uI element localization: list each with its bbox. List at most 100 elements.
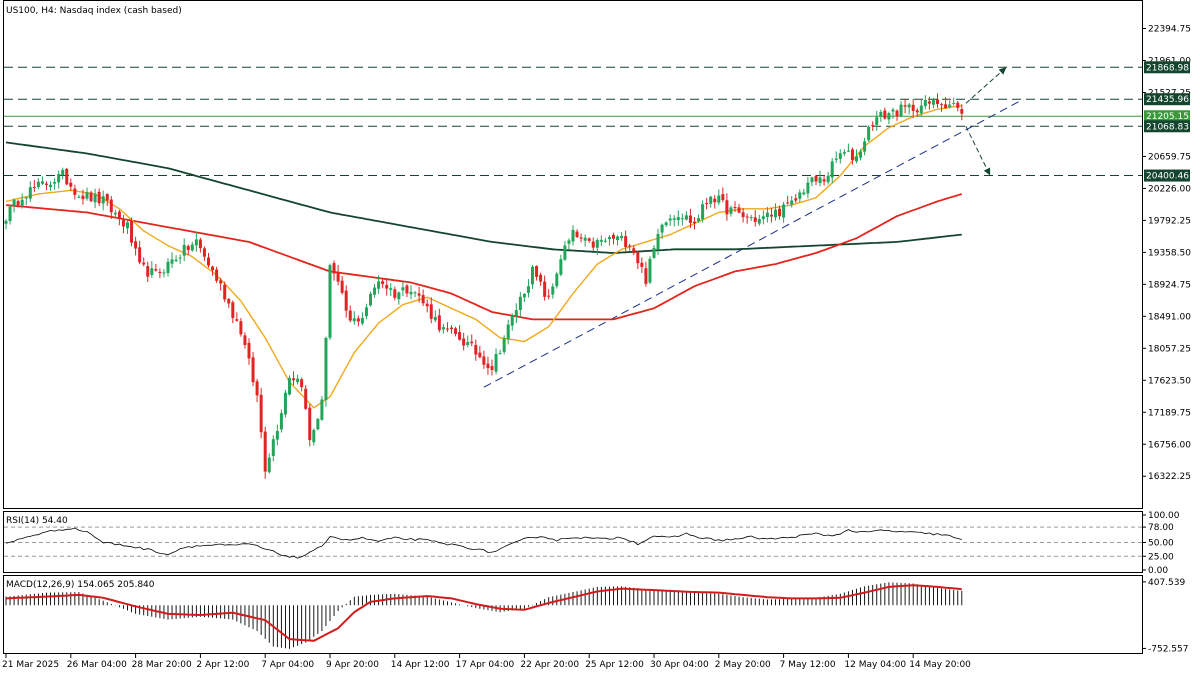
candle-body (348, 310, 352, 321)
candle-body (919, 105, 923, 114)
candle-body (454, 328, 458, 334)
level-label: 21068.83 (1146, 122, 1189, 132)
macd-signal-line (5, 584, 962, 642)
candle-body (680, 218, 684, 220)
candle-body (166, 261, 170, 273)
candle-body (587, 238, 591, 241)
candle-body (632, 248, 636, 254)
candle-body (944, 104, 948, 108)
candle-body (607, 236, 611, 240)
candle-body (822, 179, 826, 182)
candle-body (936, 99, 939, 104)
time-tick-label: 30 Apr 04:00 (650, 660, 709, 670)
candle-body (761, 216, 765, 220)
candle-body (672, 218, 676, 220)
time-tick-label: 21 Mar 2025 (2, 660, 59, 670)
macd-tick-label: -752.557 (1148, 644, 1188, 654)
rsi-tick-label: 100.00 (1148, 511, 1180, 521)
candle-body (12, 199, 16, 206)
rsi-tick-label: 25.00 (1148, 552, 1174, 562)
symbol-title: US100, H4: Nasdaq index (cash based) (6, 6, 182, 16)
time-tick-label: 14 Apr 12:00 (391, 660, 450, 670)
candle-body (134, 241, 138, 249)
candle-body (790, 200, 794, 205)
candle-body (498, 353, 502, 355)
macd-pane (3, 575, 1143, 654)
candle-body (255, 381, 259, 396)
candle-body (93, 194, 97, 203)
candle-body (227, 298, 231, 304)
candle-body (308, 407, 312, 441)
candle-body (688, 215, 692, 223)
candle-body (97, 191, 101, 204)
candle-body (518, 296, 522, 310)
price-tick-label: 19792.25 (1148, 216, 1191, 226)
candle-body (324, 337, 328, 400)
candle-body (940, 104, 944, 106)
candle-body (652, 248, 656, 258)
candle-body (709, 196, 713, 204)
time-tick-label: 17 Apr 04:00 (456, 660, 515, 670)
price-tick-label: 17189.75 (1148, 408, 1191, 418)
candle-body (142, 262, 146, 265)
rsi-tick-label: 78.00 (1148, 523, 1174, 533)
candle-body (640, 262, 644, 267)
candle-body (251, 357, 255, 383)
candle-body (421, 295, 425, 304)
price-tick-label: 18057.25 (1148, 344, 1191, 354)
candle-body (725, 200, 729, 215)
time-tick-label: 2 May 20:00 (715, 660, 771, 670)
macd-tick-label: 407.539 (1148, 578, 1185, 588)
level-label-box (1144, 93, 1190, 106)
candle-body (417, 293, 421, 296)
candle-body (612, 234, 615, 239)
candle-body (535, 266, 539, 277)
candle-body (8, 206, 12, 222)
candle-body (887, 113, 891, 120)
level-label: 21205.15 (1146, 112, 1189, 122)
candle-body (312, 429, 316, 443)
ma-slow-line (5, 141, 962, 254)
candle-body (320, 399, 324, 420)
candle-body (425, 303, 429, 307)
candle-body (478, 352, 482, 358)
candle-body (915, 110, 919, 113)
candle-body (765, 212, 769, 218)
candle-body (867, 126, 871, 141)
candle-body (786, 202, 790, 204)
candle-body (101, 196, 105, 204)
candle-body (486, 363, 490, 369)
candle-body (259, 394, 263, 433)
candle-body (842, 152, 846, 154)
candle-body (664, 222, 668, 226)
candle-body (717, 195, 721, 203)
candle-body (170, 259, 174, 264)
candle-body (510, 315, 514, 326)
candle-body (385, 284, 389, 289)
candle-body (373, 287, 377, 295)
candle-body (543, 281, 547, 297)
candle-body (283, 392, 287, 415)
candle-body (903, 105, 907, 107)
candle-body (883, 110, 887, 119)
candle-body (126, 222, 129, 229)
horizontal-levels (4, 66, 1142, 177)
price-tick-label: 16322.25 (1148, 472, 1191, 482)
candle-body (526, 286, 530, 293)
candle-body (871, 125, 875, 127)
candle-body (146, 266, 150, 277)
candle-body (275, 431, 279, 440)
candle-body (514, 310, 518, 317)
candle-body (20, 199, 24, 206)
main-pane (3, 0, 1143, 509)
candle-body (838, 153, 842, 159)
candle-body (267, 457, 271, 473)
macd-title: MACD(12,26,9) 154.065 205.840 (6, 580, 155, 590)
candle-body (211, 266, 215, 271)
candle-body (571, 229, 575, 242)
candle-body (316, 418, 320, 430)
candle-body (198, 239, 202, 249)
candle-body (705, 203, 709, 205)
